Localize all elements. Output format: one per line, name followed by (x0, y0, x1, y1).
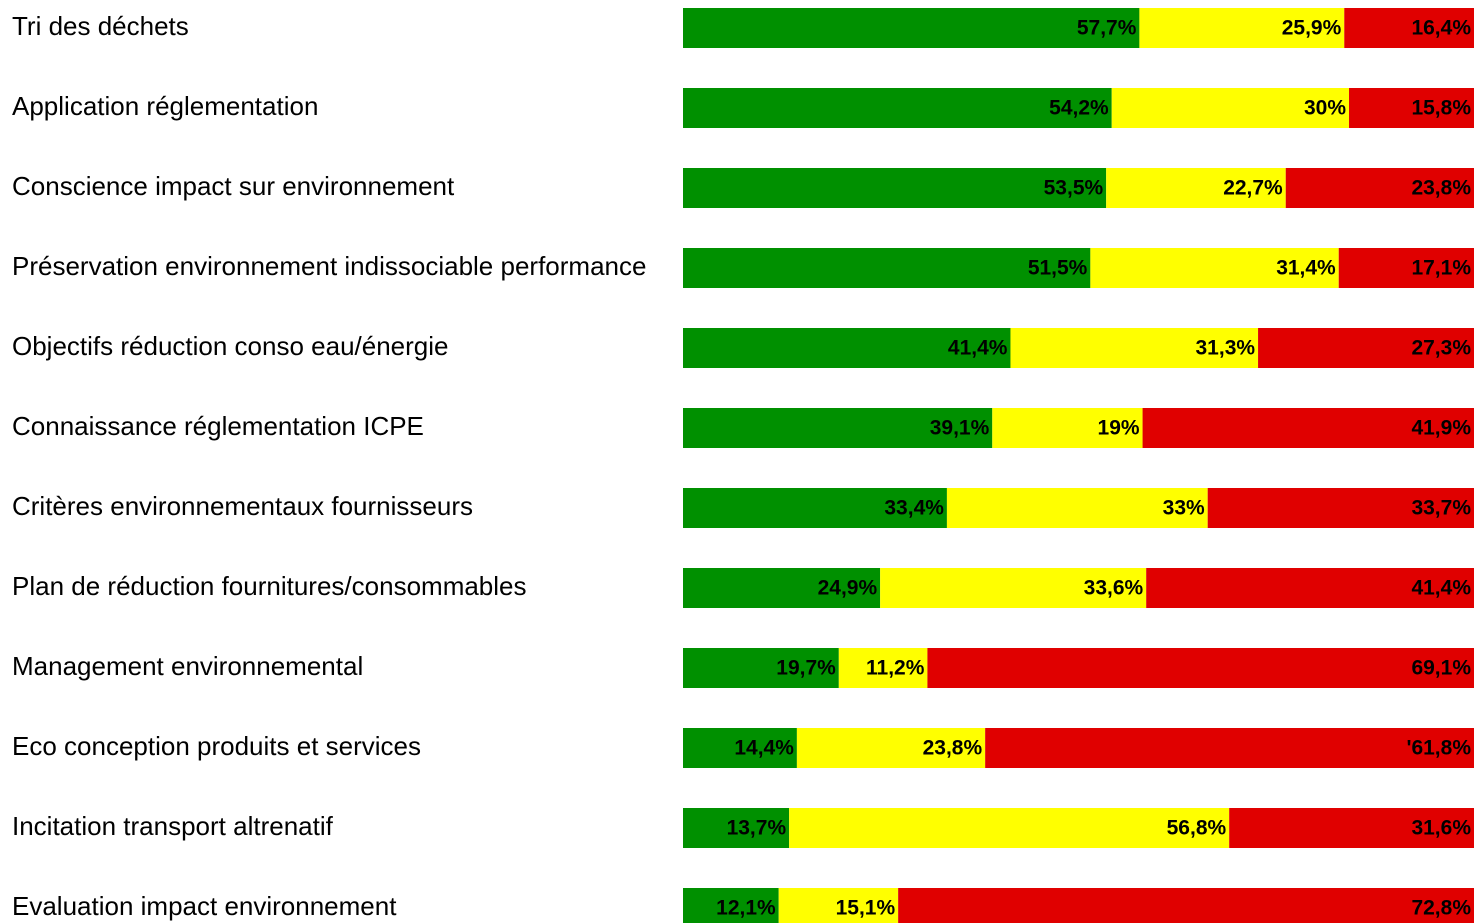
bar-segment (1142, 408, 1474, 448)
category-label: Incitation transport altrenatif (12, 811, 334, 841)
bar-segment (1106, 168, 1286, 208)
value-label: 23,8% (923, 737, 983, 760)
category-label: Eco conception produits et services (12, 731, 421, 761)
value-label: 31,3% (1196, 337, 1256, 360)
bar-segment (1344, 8, 1474, 48)
value-label: 54,2% (1049, 97, 1109, 120)
value-label: 33% (1163, 497, 1205, 520)
value-label: '61,8% (1406, 737, 1471, 760)
bar-segment (1338, 248, 1474, 288)
category-label: Connaissance réglementation ICPE (12, 411, 424, 441)
bar-segment (1111, 88, 1350, 128)
value-label: 19% (1098, 417, 1140, 440)
bar-segment (683, 648, 839, 688)
value-label: 56,8% (1167, 817, 1227, 840)
bar-segment (1090, 248, 1339, 288)
bar-segment (1207, 488, 1474, 528)
value-label: 30% (1304, 97, 1346, 120)
bar-segment (683, 568, 881, 608)
value-label: 23,8% (1411, 177, 1471, 200)
bar-segment (1285, 168, 1474, 208)
value-label: 57,7% (1077, 17, 1137, 40)
bar-segment (898, 888, 1474, 923)
bar-segment (1010, 328, 1259, 368)
bar-segment (789, 808, 1230, 848)
bar-segment (992, 408, 1143, 448)
value-label: 24,9% (818, 577, 878, 600)
bar-segment (985, 728, 1474, 768)
value-label: 15,1% (836, 897, 896, 920)
value-label: 27,3% (1411, 337, 1471, 360)
value-label: 41,4% (1411, 577, 1471, 600)
bar-segment (778, 888, 899, 923)
value-label: 11,2% (866, 657, 925, 680)
value-label: 13,7% (727, 817, 787, 840)
category-label: Application réglementation (12, 91, 318, 121)
bar-segment (683, 8, 1140, 48)
value-label: 41,4% (948, 337, 1008, 360)
value-label: 17,1% (1411, 257, 1471, 280)
value-label: 39,1% (930, 417, 990, 440)
bar-segment (683, 888, 779, 923)
category-label: Objectifs réduction conso eau/énergie (12, 331, 449, 361)
value-label: 51,5% (1028, 257, 1088, 280)
bar-segment (683, 248, 1091, 288)
category-label: Critères environnementaux fournisseurs (12, 491, 473, 521)
value-label: 33,7% (1411, 497, 1471, 520)
value-label: 14,4% (734, 737, 794, 760)
bar-segment (946, 488, 1208, 528)
value-label: 33,6% (1084, 577, 1144, 600)
value-label: 19,7% (776, 657, 836, 680)
bar-segment (683, 88, 1112, 128)
value-label: 31,4% (1276, 257, 1336, 280)
bar-segment (683, 488, 947, 528)
bar-segment (796, 728, 986, 768)
bar-segment (683, 408, 993, 448)
bar-segment (683, 168, 1107, 208)
value-label: 33,4% (884, 497, 944, 520)
value-label: 16,4% (1411, 17, 1471, 40)
category-label: Management environnemental (12, 651, 363, 681)
category-label: Conscience impact sur environnement (12, 171, 455, 201)
value-label: 31,6% (1411, 817, 1471, 840)
bar-segment (1349, 88, 1474, 128)
bar-segment (683, 728, 797, 768)
category-label: Tri des déchets (12, 11, 189, 41)
value-label: 53,5% (1044, 177, 1104, 200)
value-label: 12,1% (716, 897, 776, 920)
value-label: 69,1% (1411, 657, 1471, 680)
category-label: Plan de réduction fournitures/consommabl… (12, 571, 527, 601)
bar-segment (1139, 8, 1345, 48)
bar-segment (1146, 568, 1474, 608)
bar-segment (838, 648, 928, 688)
bar-segment (880, 568, 1147, 608)
value-label: 22,7% (1223, 177, 1283, 200)
bar-segment (683, 808, 790, 848)
value-label: 25,9% (1282, 17, 1342, 40)
bar-segment (1229, 808, 1474, 848)
value-label: 41,9% (1411, 417, 1471, 440)
category-label: Evaluation impact environnement (12, 891, 397, 921)
value-label: 72,8% (1411, 897, 1471, 920)
bar-segment (1258, 328, 1474, 368)
value-label: 15,8% (1411, 97, 1471, 120)
bar-segment (683, 328, 1011, 368)
bar-segment (927, 648, 1474, 688)
category-label: Préservation environnement indissociable… (12, 251, 646, 281)
